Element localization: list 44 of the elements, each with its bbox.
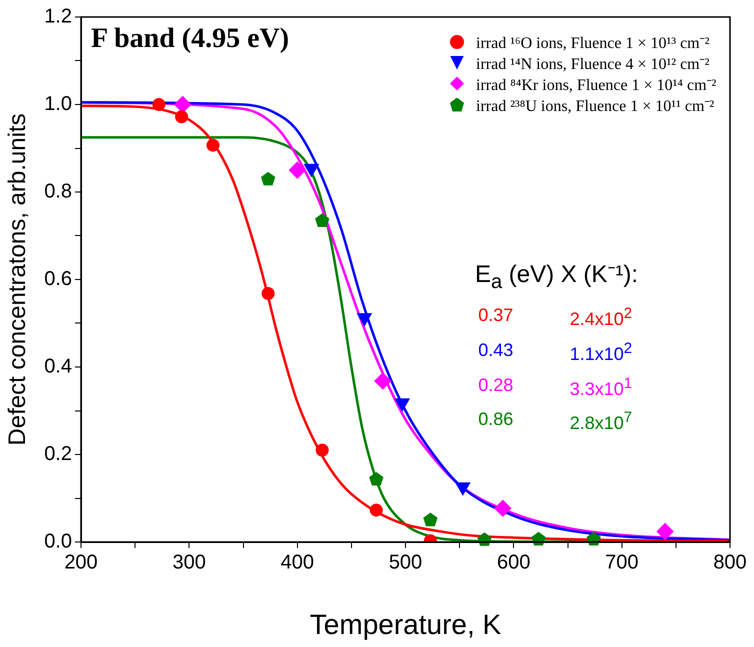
annotation: 0.37 (478, 304, 514, 326)
y-tick-label: 0.2 (44, 443, 72, 466)
x-tick-label: 600 (496, 552, 530, 574)
point (477, 532, 492, 546)
x-tick-label: 400 (280, 552, 314, 574)
point (586, 532, 601, 546)
point (206, 138, 220, 152)
annotation: 0.86 (478, 409, 514, 430)
annotation: 2.4x10$^{2}$ (570, 304, 632, 330)
point (656, 523, 674, 540)
x-tick-label: 700 (605, 552, 639, 574)
x-axis-title: Temperature, K (310, 608, 502, 640)
annotation: 2.8x10$^{7}$ (570, 409, 632, 434)
legend-label: irrad ²³⁸U ions, Fluence 1 × 10¹¹ cm⁻² (476, 96, 714, 116)
x-tick-label: 500 (388, 552, 422, 574)
y-tick-label: 0.4 (44, 356, 72, 378)
annotation: 3.3x10$^{1}$ (570, 374, 632, 400)
chart-title: F band (4.95 eV) (91, 23, 290, 55)
point (531, 532, 546, 546)
x-tick-label: 300 (172, 552, 206, 574)
y-tick-label: 0.0 (44, 530, 72, 553)
annotation: 0.43 (478, 340, 514, 361)
y-tick-label: 0.8 (44, 180, 72, 203)
point (152, 98, 166, 111)
y-tick-label: 1.2 (44, 6, 72, 28)
y-axis-title: Defect concentratons, arb.units (4, 113, 32, 446)
legend-label: irrad ¹⁶O ions, Fluence 1 × 10¹³ cm⁻² (476, 34, 710, 52)
point (174, 96, 192, 113)
y-tick-label: 0.6 (44, 268, 72, 290)
y-tick-label: 1.0 (44, 93, 72, 116)
point (494, 500, 512, 517)
x-tick-label: 800 (713, 552, 747, 574)
point (316, 444, 329, 457)
annotation: 1.1x10$^{2}$ (570, 340, 632, 365)
point (262, 287, 275, 300)
point (374, 372, 392, 390)
point (288, 162, 306, 179)
point (175, 110, 188, 124)
legend-label: irrad ⁸⁴Kr ions, Fluence 1 × 10¹⁴ cm⁻² (476, 76, 716, 94)
annotation: 0.28 (478, 374, 514, 396)
point (370, 504, 383, 517)
legend-label: irrad ¹⁴N ions, Fluence 4 × 10¹² cm⁻² (476, 54, 710, 74)
annotation: E$_{a}$ (eV) X (K⁻¹): (474, 260, 638, 294)
x-tick-label: 200 (64, 552, 98, 574)
